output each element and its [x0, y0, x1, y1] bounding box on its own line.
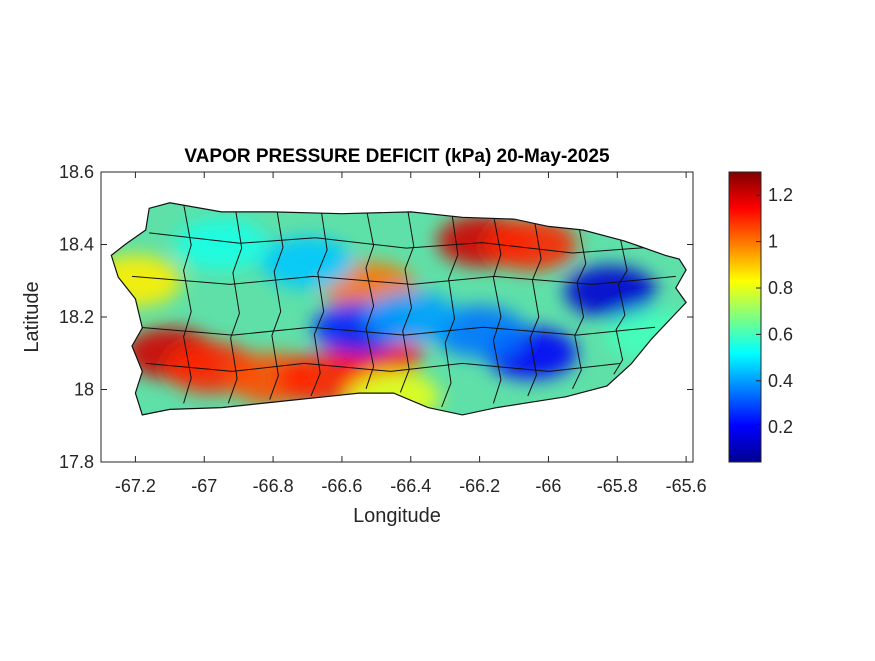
municipality-boundary [492, 214, 502, 404]
x-axis-label: Longitude [353, 505, 441, 527]
municipality-boundary [527, 221, 542, 397]
y-tick-label: 17.8 [59, 452, 94, 472]
y-axis-ticks: 17.8 18 18.2 18.4 18.6 [59, 162, 693, 472]
municipality-boundary [145, 362, 621, 372]
municipality-boundary [441, 214, 459, 408]
colorbar [728, 171, 762, 463]
x-tick-label: -65.8 [597, 476, 638, 496]
y-axis-label: Latitude [21, 281, 43, 352]
heatmap-cell [261, 236, 354, 289]
municipality-boundary [365, 207, 375, 389]
x-tick-label: -65.6 [666, 476, 707, 496]
municipality-boundary [613, 240, 628, 375]
colorbar-tick-label: 0.4 [768, 371, 793, 391]
island-outline [110, 202, 687, 416]
heatmap-cell [175, 218, 268, 271]
municipality-boundary [138, 326, 656, 336]
colorbar-tick-label: 0.6 [768, 324, 793, 344]
municipality-boundary [227, 207, 243, 404]
heatmap-layer [111, 202, 687, 415]
municipality-boundary [572, 229, 587, 390]
y-tick-label: 18.6 [59, 162, 94, 182]
colorbar-ticks: 0.2 0.4 0.6 0.8 1 1.2 [756, 185, 793, 437]
municipality-boundaries [131, 203, 676, 408]
municipality-boundary [310, 211, 328, 397]
y-tick-label: 18.2 [59, 307, 94, 327]
y-tick-label: 18 [74, 380, 94, 400]
x-axis-ticks: -67.2 -67 -66.8 -66.6 -66.4 -66.2 -66 -65.8 -65.… [115, 172, 707, 496]
colorbar-tick-label: 0.8 [768, 278, 793, 298]
heatmap-cell [564, 265, 657, 318]
x-tick-label: -66.4 [390, 476, 431, 496]
x-tick-label: -67.2 [115, 476, 156, 496]
y-tick-label: 18.4 [59, 235, 94, 255]
municipality-boundary [183, 203, 192, 404]
colorbar-tick-label: 1 [768, 232, 778, 252]
heatmap-cell [485, 218, 578, 271]
x-tick-label: -67 [191, 476, 217, 496]
x-tick-label: -66.8 [253, 476, 294, 496]
chart-title: VAPOR PRESSURE DEFICIT (kPa) 20-May-2025 [184, 146, 610, 167]
municipality-boundary [269, 207, 284, 400]
municipality-boundary [149, 232, 649, 254]
municipality-boundary [131, 275, 676, 285]
x-tick-label: -66.6 [321, 476, 362, 496]
x-tick-label: -66 [535, 476, 561, 496]
heatmap-cell [364, 291, 457, 343]
colorbar-tick-label: 1.2 [768, 185, 793, 205]
x-tick-label: -66.2 [459, 476, 500, 496]
colorbar-tick-label: 0.2 [768, 417, 793, 437]
heatmap-blobs [111, 214, 687, 415]
